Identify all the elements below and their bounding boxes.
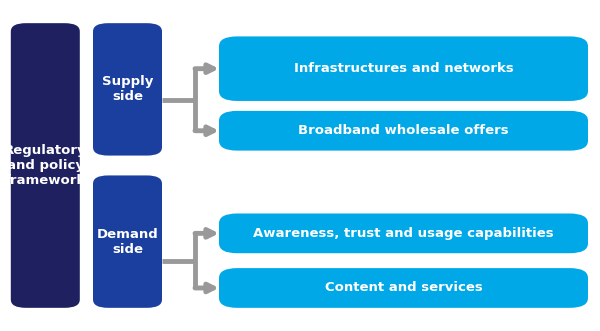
FancyBboxPatch shape [219, 268, 588, 308]
FancyBboxPatch shape [219, 111, 588, 151]
Text: Infrastructures and networks: Infrastructures and networks [293, 62, 514, 75]
Text: Awareness, trust and usage capabilities: Awareness, trust and usage capabilities [253, 227, 554, 240]
Text: Demand
side: Demand side [97, 228, 158, 256]
FancyBboxPatch shape [11, 23, 80, 308]
Text: Content and services: Content and services [325, 281, 482, 295]
Text: Regulatory
and policy
framework: Regulatory and policy framework [4, 144, 86, 187]
Text: Broadband wholesale offers: Broadband wholesale offers [298, 124, 509, 137]
Text: Supply
side: Supply side [102, 75, 153, 103]
FancyBboxPatch shape [93, 23, 162, 156]
FancyBboxPatch shape [219, 36, 588, 101]
FancyBboxPatch shape [219, 213, 588, 253]
FancyBboxPatch shape [93, 175, 162, 308]
